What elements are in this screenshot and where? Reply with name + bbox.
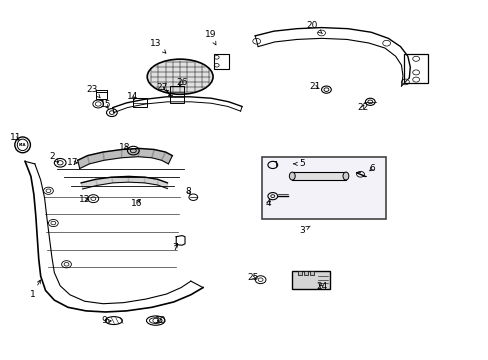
Text: 20: 20 bbox=[305, 21, 322, 33]
Ellipse shape bbox=[342, 172, 348, 180]
Bar bbox=[304, 271, 307, 275]
Bar bbox=[133, 98, 147, 107]
Text: 27: 27 bbox=[156, 83, 167, 92]
Bar bbox=[261, 157, 385, 220]
Text: 13: 13 bbox=[150, 39, 165, 53]
Polygon shape bbox=[81, 179, 97, 189]
Bar bbox=[170, 86, 183, 103]
Polygon shape bbox=[103, 149, 122, 160]
Polygon shape bbox=[138, 148, 154, 158]
Text: 2: 2 bbox=[49, 152, 59, 162]
Text: 3: 3 bbox=[299, 226, 309, 235]
Text: 10: 10 bbox=[155, 316, 166, 325]
Polygon shape bbox=[78, 156, 89, 168]
Polygon shape bbox=[161, 152, 172, 164]
Polygon shape bbox=[128, 176, 144, 183]
Bar bbox=[214, 54, 228, 69]
Polygon shape bbox=[122, 148, 140, 158]
Text: 12: 12 bbox=[79, 195, 90, 204]
Polygon shape bbox=[152, 149, 165, 160]
Text: 5: 5 bbox=[293, 159, 305, 168]
Text: 15: 15 bbox=[100, 100, 111, 109]
Text: 23: 23 bbox=[86, 85, 100, 98]
Text: 4: 4 bbox=[264, 199, 270, 208]
Text: 9: 9 bbox=[102, 316, 111, 325]
Polygon shape bbox=[112, 176, 128, 183]
Text: 8: 8 bbox=[185, 187, 191, 196]
Text: KIA: KIA bbox=[19, 143, 26, 147]
Text: 18: 18 bbox=[119, 143, 130, 152]
Polygon shape bbox=[87, 152, 104, 164]
Text: 1: 1 bbox=[29, 280, 41, 299]
Text: 6: 6 bbox=[368, 164, 374, 173]
Text: 24: 24 bbox=[315, 282, 326, 291]
Text: 25: 25 bbox=[247, 273, 259, 282]
Bar bbox=[298, 271, 302, 275]
Bar bbox=[96, 92, 106, 99]
Bar bbox=[309, 271, 313, 275]
Bar bbox=[404, 54, 427, 83]
Text: 16: 16 bbox=[130, 199, 142, 208]
Bar bbox=[292, 172, 345, 180]
Text: 19: 19 bbox=[204, 30, 216, 45]
Text: 26: 26 bbox=[176, 78, 187, 87]
Text: 7: 7 bbox=[172, 243, 178, 252]
Ellipse shape bbox=[289, 172, 295, 180]
Bar bbox=[292, 271, 330, 289]
Text: 14: 14 bbox=[126, 92, 138, 101]
Text: 22: 22 bbox=[356, 103, 367, 112]
Text: 21: 21 bbox=[309, 82, 320, 91]
Polygon shape bbox=[96, 177, 113, 185]
Text: 11: 11 bbox=[10, 133, 21, 142]
Text: 17: 17 bbox=[67, 158, 79, 167]
Ellipse shape bbox=[147, 59, 213, 94]
Polygon shape bbox=[158, 179, 167, 189]
Polygon shape bbox=[144, 177, 158, 185]
